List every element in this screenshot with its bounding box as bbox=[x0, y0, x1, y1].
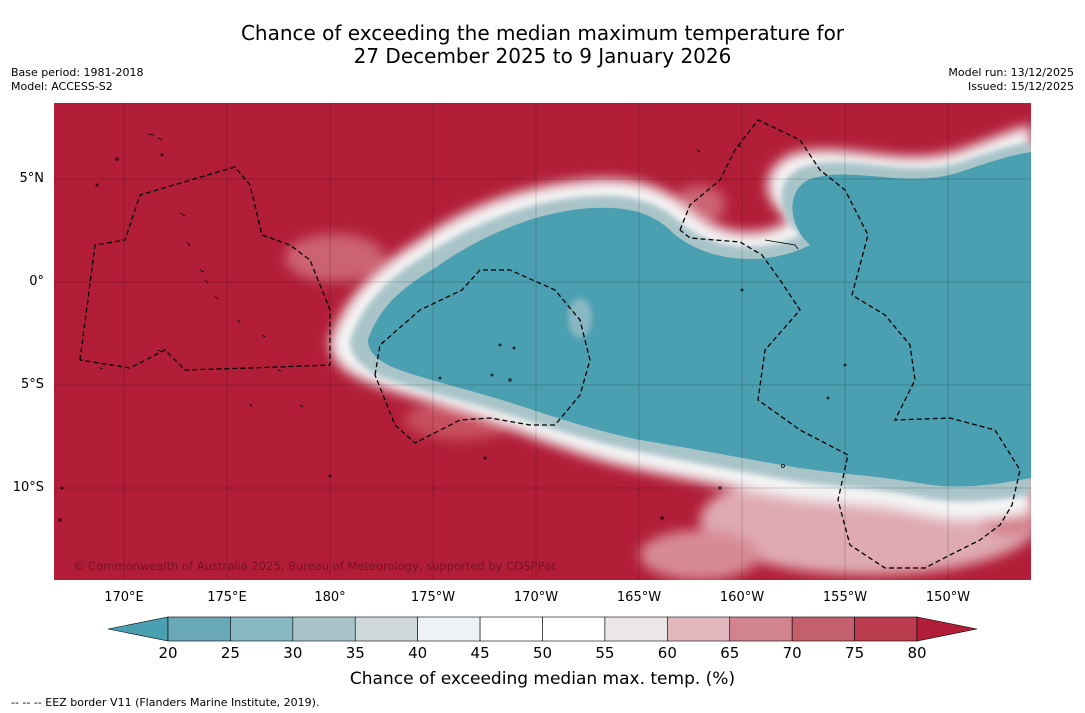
cool-anomaly-region bbox=[368, 152, 1031, 487]
lat-label-5n: 5°N bbox=[19, 171, 45, 186]
lon-label-170w: 170°W bbox=[513, 590, 559, 605]
colorbar-tick-70: 70 bbox=[782, 644, 802, 662]
colorbar-segment-45-50 bbox=[479, 616, 543, 642]
colorbar-segment-60-65 bbox=[667, 616, 731, 642]
map-area bbox=[54, 103, 1031, 580]
lon-label-175w: 175°W bbox=[410, 590, 456, 605]
meta-right: Model run: 13/12/2025 Issued: 15/12/2025 bbox=[948, 66, 1074, 94]
colorbar-segment-35-40 bbox=[354, 616, 418, 642]
lon-label-155w: 155°W bbox=[822, 590, 868, 605]
colorbar-segment-20-25 bbox=[167, 616, 231, 642]
eez-footnote: -- -- -- EEZ border V11 (Flanders Marine… bbox=[11, 696, 320, 709]
lon-label-160w: 160°W bbox=[719, 590, 765, 605]
colorbar-tick-20: 20 bbox=[158, 644, 178, 662]
colorbar-under-arrow bbox=[107, 616, 169, 642]
colorbar-tick-40: 40 bbox=[408, 644, 428, 662]
colorbar-title: Chance of exceeding median max. temp. (%… bbox=[349, 669, 736, 689]
colorbar-tick-50: 50 bbox=[532, 644, 553, 662]
colorbar bbox=[107, 616, 978, 642]
issued-date: Issued: 15/12/2025 bbox=[967, 80, 1074, 93]
colorbar-tick-25: 25 bbox=[220, 644, 240, 662]
eez-borders bbox=[79, 119, 1021, 569]
title-line-1: Chance of exceeding the median maximum t… bbox=[240, 21, 845, 45]
colorbar-over-arrow bbox=[916, 616, 978, 642]
lon-label-165w: 165°W bbox=[616, 590, 662, 605]
base-period: Base period: 1981-2018 bbox=[11, 66, 144, 79]
title-line-2: 27 December 2025 to 9 January 2026 bbox=[353, 44, 732, 68]
colorbar-segment-30-35 bbox=[292, 616, 356, 642]
colorbar-tick-65: 65 bbox=[720, 644, 740, 662]
model-name: Model: ACCESS-S2 bbox=[11, 80, 113, 93]
colorbar-segment-70-75 bbox=[791, 616, 855, 642]
colorbar-tick-55: 55 bbox=[595, 644, 615, 662]
colorbar-tick-45: 45 bbox=[470, 644, 490, 662]
colorbar-segment-75-80 bbox=[854, 616, 918, 642]
colorbar-segment-25-30 bbox=[230, 616, 294, 642]
copyright-text: © Commonwealth of Australia 2025, Bureau… bbox=[73, 559, 558, 573]
colorbar-segment-55-60 bbox=[604, 616, 668, 642]
colorbar-segment-65-70 bbox=[729, 616, 793, 642]
cool-inner-patch bbox=[568, 298, 592, 338]
colorbar-tick-75: 75 bbox=[845, 644, 865, 662]
lon-label-170e: 170°E bbox=[104, 590, 144, 605]
lon-label-180: 180° bbox=[314, 590, 346, 605]
lon-label-150w: 150°W bbox=[925, 590, 971, 605]
meta-left: Base period: 1981-2018 Model: ACCESS-S2 bbox=[11, 66, 143, 94]
island-outlines bbox=[58, 133, 847, 522]
lat-label-5s: 5°S bbox=[20, 377, 44, 392]
lat-label-0: 0° bbox=[29, 274, 44, 289]
colorbar-tick-80: 80 bbox=[907, 644, 927, 662]
graticule bbox=[54, 103, 1031, 580]
colorbar-segment-50-55 bbox=[542, 616, 606, 642]
colorbar-tick-30: 30 bbox=[283, 644, 303, 662]
model-run: Model run: 13/12/2025 bbox=[948, 66, 1074, 79]
colorbar-tick-35: 35 bbox=[345, 644, 365, 662]
lon-label-175e: 175°E bbox=[207, 590, 247, 605]
chart-title: Chance of exceeding the median maximum t… bbox=[0, 22, 1085, 68]
colorbar-tick-60: 60 bbox=[657, 644, 677, 662]
lat-label-10s: 10°S bbox=[12, 480, 44, 495]
colorbar-segment-40-45 bbox=[417, 616, 481, 642]
